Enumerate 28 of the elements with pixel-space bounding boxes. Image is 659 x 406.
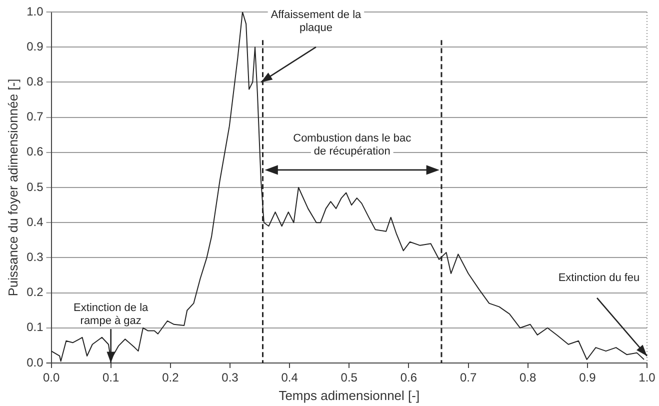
x-tick-label: 0.9 bbox=[579, 370, 596, 385]
x-tick-label: 0.0 bbox=[42, 370, 60, 385]
y-tick-label: 0.4 bbox=[26, 214, 44, 229]
x-axis-title: Temps adimensionnel [-] bbox=[278, 388, 420, 403]
y-tick-label: 0.0 bbox=[26, 355, 44, 370]
x-tick-label: 0.2 bbox=[162, 370, 180, 385]
x-tick-label: 1.0 bbox=[638, 370, 656, 385]
x-tick-label: 0.4 bbox=[281, 370, 298, 385]
y-tick-label: 0.2 bbox=[26, 285, 44, 300]
annotation: Extinction de la rampe à gaz bbox=[74, 302, 150, 327]
x-tick-label: 0.7 bbox=[460, 370, 477, 385]
annotation: Combustion dans le bac de récupération bbox=[293, 132, 412, 158]
x-tick-label: 0.6 bbox=[400, 370, 418, 385]
annotation: Extinction du feu bbox=[558, 272, 640, 284]
y-tick-label: 0.7 bbox=[26, 110, 44, 124]
y-axis-title: Puissance du foyer adimensionnée [-] bbox=[5, 78, 20, 296]
x-tick-label: 0.1 bbox=[102, 370, 120, 385]
y-tick-label: 0.1 bbox=[26, 320, 44, 334]
x-tick-label: 0.8 bbox=[520, 370, 537, 385]
y-tick-label: 0.3 bbox=[26, 250, 44, 264]
y-tick-label: 0.8 bbox=[26, 74, 44, 89]
annotation: Affaissement de la plaque bbox=[270, 9, 362, 34]
y-tick-label: 0.5 bbox=[26, 180, 44, 194]
y-tick-label: 1.0 bbox=[26, 4, 44, 18]
x-tick-label: 0.3 bbox=[222, 370, 239, 385]
x-tick-label: 0.5 bbox=[340, 370, 358, 385]
y-tick-label: 0.6 bbox=[26, 144, 44, 159]
y-tick-label: 0.9 bbox=[26, 39, 44, 54]
